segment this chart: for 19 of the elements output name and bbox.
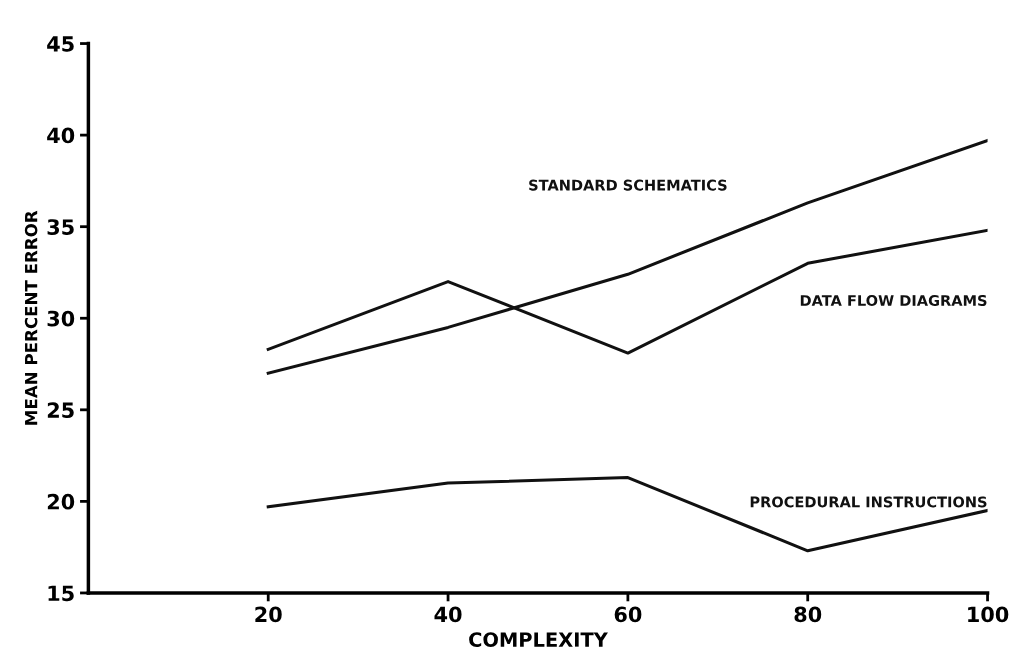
x-tick-label: 80 — [794, 606, 822, 623]
x-tick-label: 100 — [968, 606, 1009, 623]
y-tick-label: 40 — [47, 127, 75, 144]
x-tick-label: 60 — [614, 606, 642, 623]
series-label: DATA FLOW DIAGRAMS — [800, 294, 987, 306]
y-tick-label: 15 — [48, 585, 74, 602]
series-label: PROCEDURAL INSTRUCTIONS — [750, 496, 987, 508]
y-tick-label: 20 — [47, 493, 75, 510]
y-axis-title: MEAN PERCENT ERROR — [24, 210, 38, 425]
y-tick-label: 30 — [47, 310, 75, 327]
x-axis-title: COMPLEXITY — [469, 632, 608, 647]
x-tick-label: 20 — [255, 606, 282, 623]
x-tick-label: 40 — [434, 606, 462, 623]
line-series — [266, 476, 988, 553]
y-tick-label: 35 — [47, 219, 74, 235]
line-series — [266, 139, 988, 375]
y-tick-label: 25 — [47, 402, 74, 419]
text: STANDARD SCHEMATICS — [529, 179, 727, 191]
y-tick-label: 45 — [47, 36, 74, 52]
